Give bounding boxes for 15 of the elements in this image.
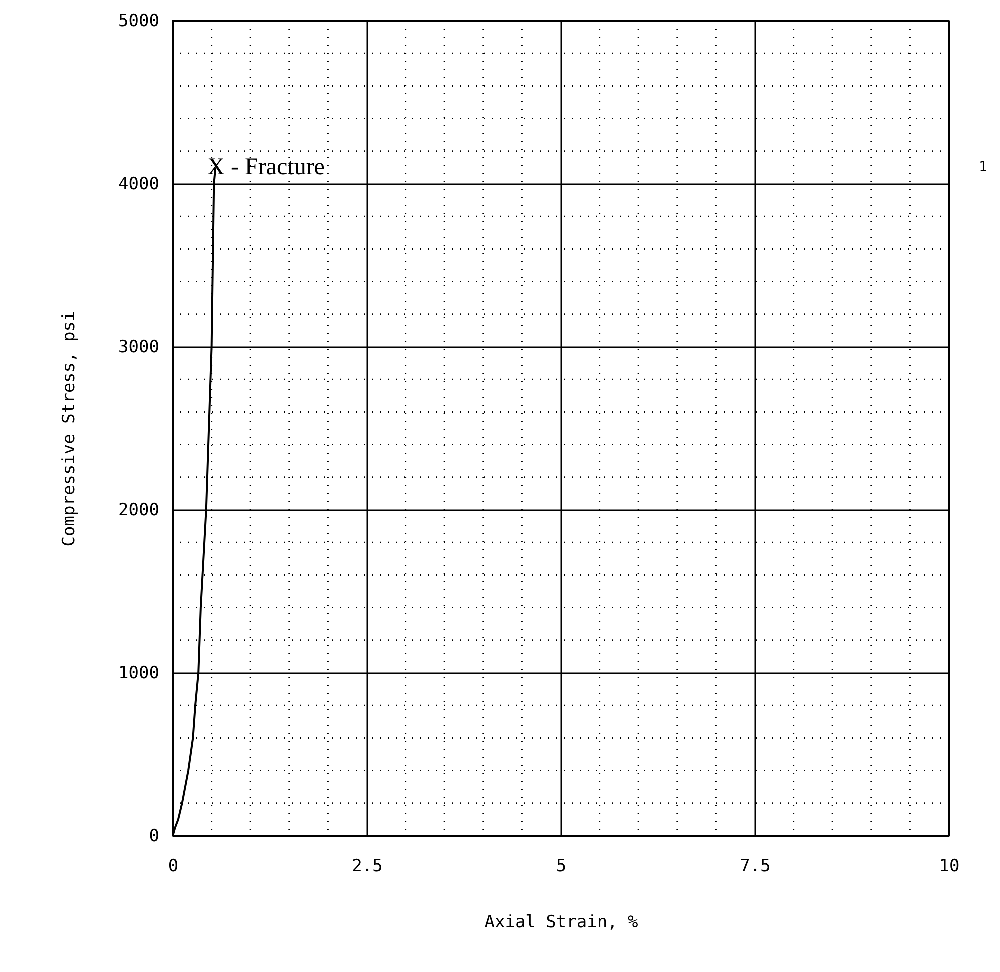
annotation: X - Fracture <box>208 154 325 181</box>
y-tick-label: 5000 <box>118 12 160 32</box>
text: 1 <box>979 160 988 176</box>
x-axis-title: Axial Strain, % <box>484 912 638 932</box>
x-tick-label: 7.5 <box>740 856 771 876</box>
x-tick-label: 2.5 <box>352 856 383 876</box>
x-tick-label: 0 <box>168 856 179 876</box>
x-tick-label: 10 <box>939 856 960 876</box>
y-tick-label: 0 <box>149 826 160 846</box>
y-axis-title: Compressive Stress, psi <box>60 311 80 547</box>
y-tick-label: 2000 <box>118 500 160 520</box>
x-tick-label: 5 <box>556 856 567 876</box>
y-tick-label: 3000 <box>118 338 160 358</box>
y-tick-label: 1000 <box>118 664 160 684</box>
y-tick-label: 4000 <box>118 174 160 194</box>
